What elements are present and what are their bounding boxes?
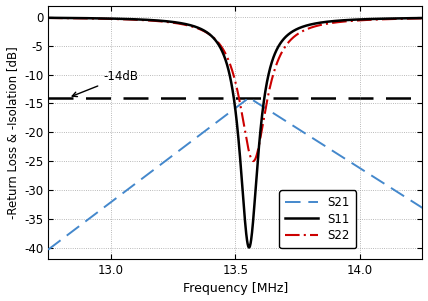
S22	[348, 19, 353, 23]
S21	[217, 119, 222, 122]
S22	[251, 159, 256, 163]
S11	[227, 74, 232, 78]
S11	[421, 16, 426, 20]
S11	[54, 16, 59, 20]
S11	[348, 18, 353, 22]
S21	[247, 96, 252, 100]
Text: -14dB: -14dB	[72, 70, 138, 97]
S21	[348, 160, 353, 164]
S11	[33, 16, 39, 20]
S22	[421, 17, 426, 20]
S11	[421, 16, 426, 20]
S22	[33, 16, 39, 20]
X-axis label: Frequency [MHz]: Frequency [MHz]	[183, 282, 288, 296]
S21	[33, 257, 39, 261]
S11	[247, 246, 252, 249]
S21	[421, 207, 426, 210]
Y-axis label: -Return Loss & -Isolation [dB]: -Return Loss & -Isolation [dB]	[6, 46, 18, 219]
S22	[54, 16, 59, 20]
S22	[227, 62, 232, 65]
S21	[421, 207, 426, 210]
Line: S22: S22	[36, 18, 428, 161]
Legend: S21, S11, S22: S21, S11, S22	[279, 190, 356, 248]
Line: S11: S11	[36, 18, 428, 247]
S22	[217, 42, 222, 45]
Line: S21: S21	[36, 98, 428, 259]
S21	[227, 110, 232, 114]
S11	[217, 44, 222, 48]
S22	[421, 17, 426, 20]
S21	[54, 242, 59, 245]
